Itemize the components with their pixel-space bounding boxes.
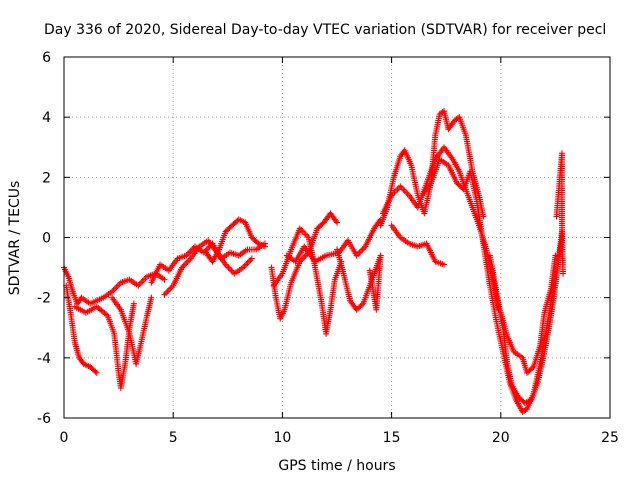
tick-labels: 0 5 10 15 20 25 -6 -4 -2 0 2 4 6	[37, 50, 619, 446]
data-point-track-h	[301, 254, 308, 261]
data-point-track-a	[141, 276, 148, 283]
data-point-track-r	[560, 270, 567, 277]
data-point-track-f	[183, 260, 190, 267]
y-axis-label: SDTVAR / TECUs	[7, 181, 23, 296]
data-point-track-j	[359, 246, 366, 253]
x-tick-label: 5	[169, 430, 178, 446]
y-tick-label: -6	[37, 411, 51, 427]
data-point-track-f	[181, 261, 188, 268]
data-point-track-a	[114, 282, 121, 289]
data-point-track-f	[164, 288, 171, 295]
data-point-track-h	[334, 219, 340, 226]
data-point-track-n	[441, 261, 448, 268]
data-point-track-k	[358, 301, 365, 308]
data-point-track-a	[110, 287, 117, 294]
y-tick-label: 4	[42, 110, 51, 126]
data-point-track-m	[403, 189, 410, 196]
data-point-track-f	[243, 261, 249, 268]
data-point-track-a	[139, 278, 146, 285]
data-point-track-a	[136, 281, 143, 288]
data-point-track-a	[161, 276, 168, 283]
data-point-track-q	[529, 365, 536, 372]
data-point-track-f	[247, 257, 254, 264]
data-point-track-i	[299, 228, 306, 235]
data-point-track-f	[184, 258, 191, 265]
data-point-track-m	[397, 183, 404, 190]
data-point-track-f	[165, 287, 172, 294]
data-point-track-f	[241, 263, 248, 270]
y-tick-label: 0	[42, 231, 51, 247]
data-point-track-f	[186, 257, 193, 264]
data-point-track-a	[113, 284, 120, 291]
data-point-track-m	[400, 186, 407, 193]
data-point-track-d	[148, 294, 155, 301]
x-tick-label: 10	[273, 430, 291, 446]
data-point-track-m	[394, 186, 401, 193]
data-point-track-b	[92, 368, 99, 375]
y-tick-label: -4	[37, 351, 51, 367]
data-point-track-b	[93, 369, 100, 376]
data-point-track-q	[552, 252, 559, 259]
data-point-track-j	[356, 249, 363, 256]
data-point-track-f	[245, 258, 252, 265]
data-point-track-f	[162, 290, 169, 297]
y-tick-label: 6	[42, 50, 51, 66]
data-point-track-f	[225, 264, 232, 271]
data-point-track-f	[161, 291, 168, 298]
grid-layer	[64, 57, 610, 418]
data-point-track-f	[244, 260, 251, 267]
x-tick-label: 20	[492, 430, 510, 446]
data-points-layer	[61, 108, 567, 415]
data-point-track-f	[167, 285, 174, 292]
x-axis-label: GPS time / hours	[278, 458, 395, 474]
data-point-track-i	[302, 231, 309, 238]
plot-frame	[63, 56, 611, 419]
y-tick-label: -2	[37, 291, 51, 307]
data-point-track-f	[248, 255, 255, 262]
data-point-track-g	[261, 243, 268, 250]
data-point-track-j	[358, 248, 365, 255]
data-point-track-f	[224, 263, 231, 270]
data-point-track-k	[366, 267, 373, 274]
data-point-track-m	[398, 184, 405, 191]
x-tick-label: 25	[601, 430, 619, 446]
data-point-track-i	[301, 229, 308, 236]
y-tick-label: 2	[42, 170, 51, 186]
data-point-track-f	[226, 266, 233, 273]
data-point-track-a	[111, 285, 118, 292]
data-point-track-c	[130, 300, 137, 307]
data-point-track-m	[401, 187, 408, 194]
chart-title: Day 336 of 2020, Sidereal Day-to-day VTE…	[44, 22, 606, 38]
data-point-track-m	[404, 190, 411, 197]
data-point-track-m	[392, 187, 399, 194]
x-tick-label: 0	[60, 430, 69, 446]
x-tick-label: 15	[383, 430, 401, 446]
